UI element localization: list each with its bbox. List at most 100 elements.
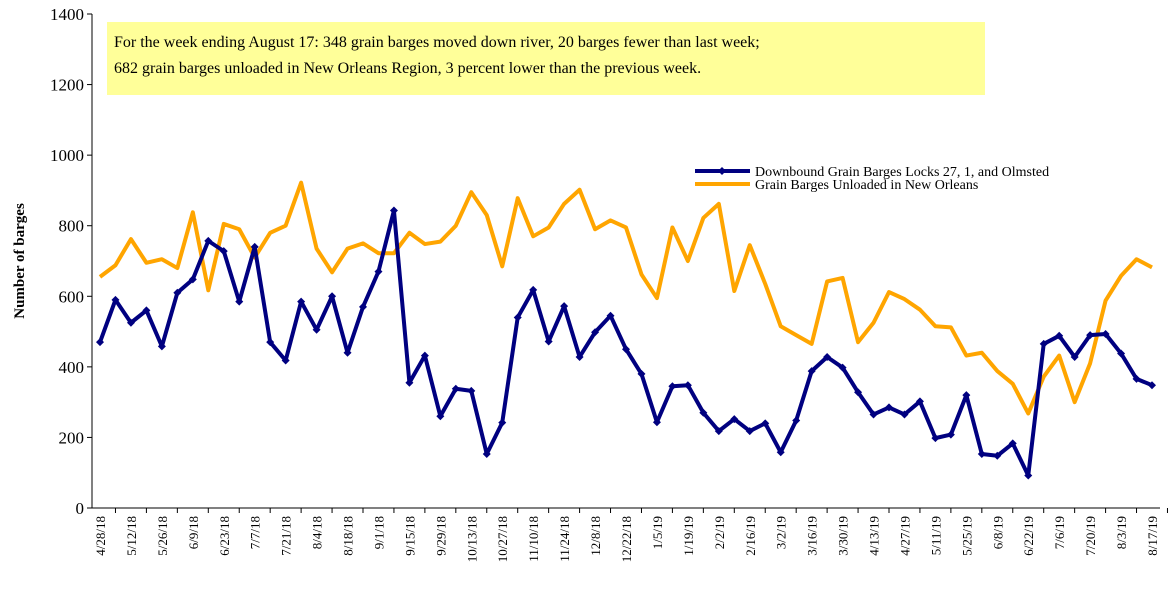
point [219, 247, 228, 256]
y-tick-label: 200 [59, 428, 85, 447]
x-tick-label: 6/9/18 [186, 516, 201, 549]
x-tick-label: 2/2/19 [712, 516, 727, 549]
point [544, 337, 553, 346]
point [838, 363, 847, 372]
point [900, 410, 909, 419]
x-tick-label: 5/26/18 [155, 516, 170, 556]
x-tick-label: 8/3/19 [1114, 516, 1129, 549]
point [1117, 349, 1126, 358]
point [1070, 352, 1079, 361]
point [668, 382, 677, 391]
x-tick-label: 3/16/19 [805, 516, 820, 556]
point [1101, 330, 1110, 339]
point [235, 297, 244, 306]
point [560, 302, 569, 311]
x-tick-label: 7/20/19 [1083, 516, 1098, 556]
point [885, 403, 893, 412]
point [1086, 331, 1095, 340]
x-tick-label: 8/4/18 [310, 516, 325, 549]
point [297, 297, 306, 306]
y-tick-label: 800 [59, 217, 85, 236]
x-tick-label: 7/6/19 [1052, 516, 1067, 549]
point [962, 391, 971, 400]
x-tick-label: 4/27/19 [897, 516, 912, 556]
point [776, 448, 785, 457]
point [622, 345, 630, 354]
point [1148, 381, 1156, 390]
x-tick-label: 11/24/18 [557, 516, 572, 562]
point [606, 311, 615, 320]
point [142, 306, 151, 315]
point [451, 384, 460, 393]
point [931, 434, 940, 443]
point [714, 427, 723, 436]
point [359, 302, 367, 311]
point [157, 342, 166, 351]
point [498, 418, 507, 427]
point [761, 419, 770, 428]
x-tick-label: 7/21/18 [279, 516, 294, 556]
point [204, 236, 213, 245]
x-tick-label: 6/23/18 [217, 516, 232, 556]
x-tick-label: 10/27/18 [495, 516, 510, 562]
x-tick-label: 1/19/19 [681, 516, 696, 556]
point [915, 397, 924, 406]
x-tick-label: 7/7/18 [248, 516, 263, 549]
point [1055, 331, 1064, 340]
point [977, 450, 986, 459]
y-tick-label: 1000 [50, 146, 84, 165]
legend-label: Downbound Grain Barges Locks 27, 1, and … [755, 165, 1049, 180]
x-tick-label: 6/22/19 [1021, 516, 1036, 556]
point [730, 415, 739, 424]
point [807, 367, 816, 376]
point [405, 378, 414, 387]
x-tick-label: 6/8/19 [990, 516, 1005, 549]
x-tick-label: 5/25/19 [959, 516, 974, 556]
x-tick-label: 3/2/19 [774, 516, 789, 549]
x-tick-label: 12/8/18 [588, 516, 603, 556]
x-tick-label: 10/13/18 [464, 516, 479, 562]
point [126, 318, 135, 327]
point [652, 418, 661, 427]
point [281, 356, 290, 365]
point [312, 325, 321, 334]
point [173, 288, 182, 297]
point [420, 351, 429, 360]
x-tick-label: 8/18/18 [341, 516, 356, 556]
y-tick-label: 600 [59, 287, 85, 306]
point [529, 285, 538, 294]
y-tick-label: 0 [76, 499, 85, 518]
x-tick-label: 5/11/19 [928, 516, 943, 555]
x-tick-label: 4/13/19 [867, 516, 882, 556]
point [328, 292, 337, 301]
annotation-box [107, 22, 985, 95]
y-tick-label: 1200 [50, 76, 84, 95]
point [96, 338, 104, 347]
point [683, 381, 692, 390]
series-line [98, 180, 1153, 416]
point [946, 430, 955, 439]
point [1039, 339, 1048, 348]
x-tick-label: 8/17/19 [1145, 516, 1160, 556]
point [575, 352, 584, 361]
legend-label: Grain Barges Unloaded in New Orleans [755, 178, 978, 193]
x-tick-label: 9/15/18 [402, 516, 417, 556]
annotation: For the week ending August 17: 348 grain… [114, 34, 760, 51]
x-tick-label: 9/1/18 [371, 516, 386, 549]
point [591, 328, 600, 337]
point [513, 313, 522, 322]
point [823, 352, 832, 361]
point [188, 275, 197, 284]
x-tick-label: 9/29/18 [433, 516, 448, 556]
point [389, 206, 398, 215]
x-tick-label: 12/22/18 [619, 516, 634, 562]
point [111, 295, 120, 304]
point [1008, 439, 1017, 448]
point [436, 412, 445, 421]
x-tick-label: 4/28/18 [93, 516, 108, 556]
point [854, 388, 863, 397]
x-tick-label: 1/5/19 [650, 516, 665, 549]
point [745, 427, 754, 436]
point [250, 242, 259, 251]
